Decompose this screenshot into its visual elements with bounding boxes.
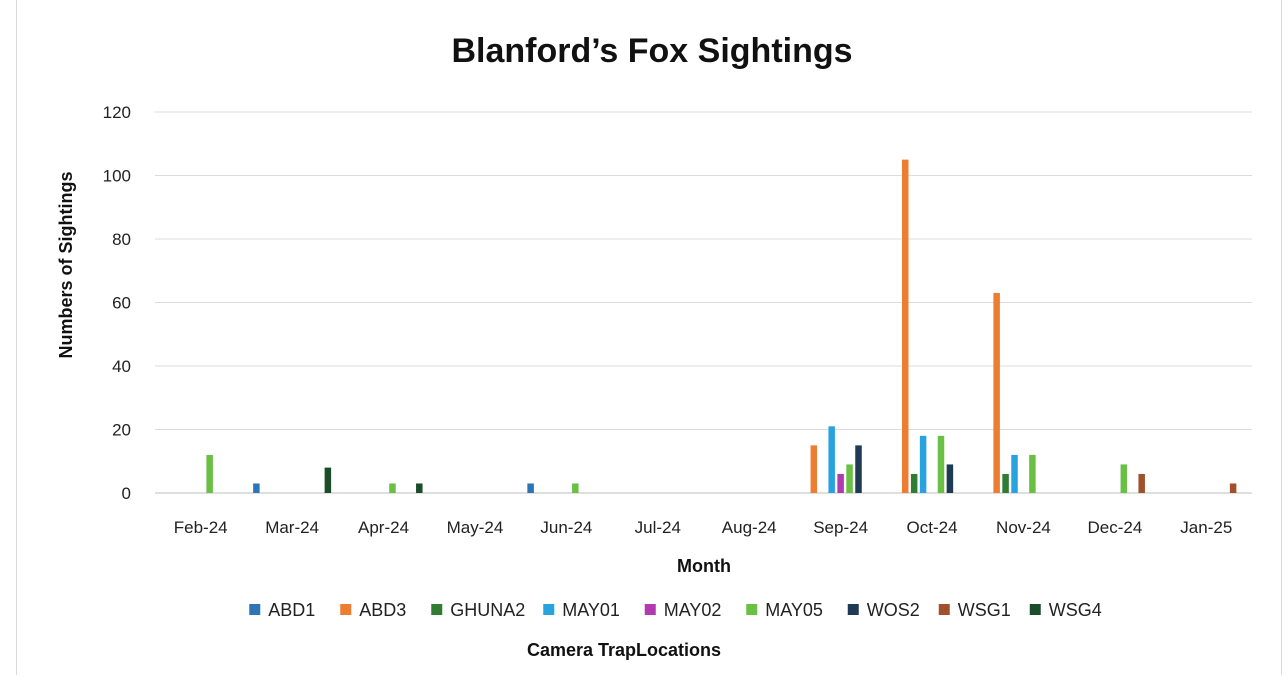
legend-title: Camera TrapLocations [527,640,721,660]
legend-label: MAY01 [562,600,620,620]
legend-swatch-abd1 [249,604,261,615]
x-tick-label: Oct-24 [907,518,958,537]
legend-label: ABD1 [268,600,315,620]
y-tick-label: 40 [112,357,131,376]
bar-wsg4-mar-24 [324,467,332,493]
legend-swatch-may01 [543,604,555,615]
legend-label: MAY02 [664,600,722,620]
y-tick-label: 120 [103,103,131,122]
x-tick-label: Jul-24 [635,518,681,537]
bar-may05-feb-24 [206,454,213,493]
bar-wos2-sep-24 [855,445,862,493]
legend-swatch-may02 [644,604,656,615]
bar-wsg1-jan-25 [1229,483,1237,493]
gridlines [155,111,1252,494]
bar-abd3-oct-24 [901,159,909,493]
x-tick-label: Jan-25 [1180,518,1232,537]
y-tick-labels: 0 20 40 60 80 100 120 [103,103,131,503]
x-tick-label: Aug-24 [722,518,777,537]
legend-label: GHUNA2 [450,600,525,620]
bar-abd1-mar-24 [253,483,260,493]
x-tick-label: Apr-24 [358,518,409,537]
y-tick-label: 60 [112,294,131,313]
bar-may05-oct-24 [937,435,945,493]
legend-label: MAY05 [765,600,823,620]
bar-ghuna2-oct-24 [910,473,918,493]
legend-label: ABD3 [359,600,406,620]
bar-may05-sep-24 [846,464,853,493]
legend-label: WOS2 [867,600,920,620]
bar-wos2-oct-24 [946,464,954,493]
legend-swatch-wsg1 [938,604,950,615]
legend-swatch-wsg4 [1029,604,1041,615]
x-axis-title: Month [677,556,731,576]
legend-swatch-may05 [746,604,758,615]
chart-title: Blanford’s Fox Sightings [451,32,852,70]
bar-may01-nov-24 [1011,454,1018,493]
x-tick-label: Dec-24 [1087,518,1142,537]
chart-frame [16,0,1282,675]
bar-abd3-sep-24 [810,445,818,493]
bar-wsg1-dec-24 [1138,473,1145,493]
bar-may05-apr-24 [389,483,396,493]
bar-may05-dec-24 [1120,464,1128,493]
x-tick-label: Jun-24 [540,518,592,537]
legend-swatch-wos2 [847,604,859,615]
bar-abd1-jun-24 [527,483,534,493]
y-tick-label: 100 [103,167,131,186]
bars [206,159,1237,493]
y-tick-label: 0 [122,484,131,503]
bar-may01-sep-24 [828,426,835,493]
x-tick-label: May-24 [447,518,504,537]
bar-ghuna2-nov-24 [1002,473,1009,493]
y-tick-label: 20 [112,421,131,440]
x-tick-label: Feb-24 [174,518,228,537]
legend-swatch-ghuna2 [431,604,443,615]
x-tick-label: Nov-24 [996,518,1051,537]
legend: ABD1 ABD3 GHUNA2 MAY01 MAY02 MAY05 WOS2 WSG1 WSG… [249,600,1102,620]
y-axis-title: Numbers of Sightings [56,171,76,358]
bar-abd3-nov-24 [993,292,1000,493]
legend-label: WSG4 [1049,600,1102,620]
bar-may02-sep-24 [837,473,844,493]
x-tick-label: Mar-24 [265,518,319,537]
x-tick-labels: Feb-24 Mar-24 Apr-24 May-24 Jun-24 Jul-24 Aug-… [174,518,1233,537]
y-tick-label: 80 [112,230,131,249]
bar-may01-oct-24 [919,435,927,493]
bar-may05-jun-24 [572,483,579,493]
x-tick-label: Sep-24 [813,518,868,537]
bar-wsg4-apr-24 [416,483,423,493]
legend-label: WSG1 [958,600,1011,620]
bar-may05-nov-24 [1029,454,1036,493]
legend-swatch-abd3 [340,604,352,615]
